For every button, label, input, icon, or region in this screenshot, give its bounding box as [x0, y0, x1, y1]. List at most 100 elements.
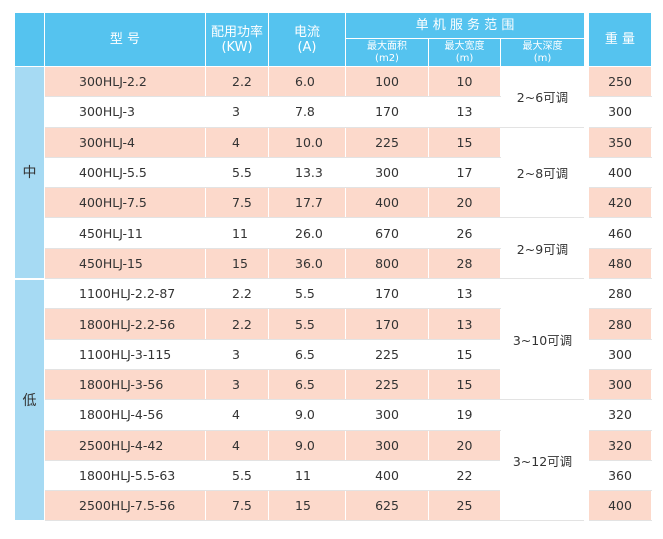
current-cell: 5.5 [268, 278, 346, 310]
weight-cell: 300 [584, 368, 652, 401]
model-cell: 300HLJ-3 [44, 96, 206, 128]
current-cell: 6.5 [268, 338, 346, 370]
area-cell: 170 [345, 278, 429, 310]
weight-cell: 320 [584, 399, 652, 431]
corner [14, 12, 45, 67]
area-cell: 100 [345, 65, 429, 98]
width-cell: 19 [428, 399, 501, 431]
depth-cell: 3~10可调 [500, 278, 587, 401]
area-cell: 300 [345, 429, 429, 461]
width-cell: 25 [428, 490, 501, 522]
table-row: 300HLJ-3 3 7.8 170 13 300 [15, 96, 652, 128]
table-row: 450HLJ-15 15 36.0 800 28 480 [15, 247, 652, 280]
width-cell: 15 [428, 126, 501, 158]
header-area: 最大面积 (m2) [345, 38, 429, 67]
model-cell: 450HLJ-15 [44, 247, 206, 280]
width-cell: 26 [428, 217, 501, 249]
model-cell: 1800HLJ-4-56 [44, 399, 206, 431]
weight-cell: 280 [584, 308, 652, 340]
power-cell: 4 [205, 399, 269, 431]
table-wrap: 型 号 配用功率 (KW) 电流 (A) 单 机 服 务 范 围 重 量 最大面… [14, 12, 652, 522]
table-row: 1800HLJ-3-56 3 6.5 225 15 300 [15, 368, 652, 401]
depth-cell: 2~9可调 [500, 217, 587, 280]
area-cell: 170 [345, 308, 429, 340]
power-cell: 11 [205, 217, 269, 249]
table-row: 300HLJ-4 4 10.0 225 15 2~8可调 350 [15, 126, 652, 219]
depth-cell: 2~6可调 [500, 66, 587, 128]
table-row: 2500HLJ-7.5-56 7.5 15 625 25 400 [15, 490, 652, 522]
width-cell: 22 [428, 459, 501, 492]
width-cell: 13 [428, 278, 501, 310]
power-cell: 2.2 [205, 278, 269, 310]
model-cell: 400HLJ-5.5 [44, 156, 206, 189]
table-row: 450HLJ-11 11 26.0 670 26 2~9可调 460 [15, 217, 652, 280]
model-cell: 400HLJ-7.5 [44, 187, 206, 219]
width-cell: 15 [428, 338, 501, 370]
model-cell: 300HLJ-4 [44, 126, 206, 158]
power-cell: 5.5 [205, 156, 269, 189]
group-label: 中 [14, 65, 45, 280]
table-row: 1800HLJ-2.2-56 2.2 5.5 170 13 280 [15, 308, 652, 340]
area-cell: 670 [345, 217, 429, 249]
width-cell: 10 [428, 65, 501, 98]
model-cell: 1800HLJ-3-56 [44, 368, 206, 401]
weight-cell: 400 [584, 156, 652, 189]
power-cell: 2.2 [205, 308, 269, 340]
header-depth: 最大深度 (m) [500, 38, 587, 67]
width-cell: 13 [428, 96, 501, 128]
width-cell: 17 [428, 156, 501, 189]
power-cell: 7.5 [205, 187, 269, 219]
model-cell: 300HLJ-2.2 [44, 65, 206, 98]
width-cell: 28 [428, 247, 501, 280]
header-current: 电流 (A) [268, 12, 346, 67]
model-cell: 1100HLJ-2.2-87 [44, 278, 206, 310]
area-cell: 170 [345, 96, 429, 128]
header-power: 配用功率 (KW) [205, 12, 269, 67]
area-cell: 300 [345, 156, 429, 189]
current-cell: 6.5 [268, 368, 346, 401]
model-cell: 450HLJ-11 [44, 217, 206, 249]
weight-cell: 360 [584, 459, 652, 492]
power-cell: 15 [205, 247, 269, 280]
depth-cell: 2~8可调 [500, 126, 587, 219]
width-cell: 15 [428, 368, 501, 401]
area-cell: 625 [345, 490, 429, 522]
width-cell: 20 [428, 429, 501, 461]
area-cell: 800 [345, 247, 429, 280]
current-cell: 26.0 [268, 217, 346, 249]
weight-cell: 460 [584, 217, 652, 249]
weight-cell: 420 [584, 187, 652, 219]
weight-cell: 350 [584, 126, 652, 158]
current-cell: 36.0 [268, 247, 346, 280]
power-cell: 2.2 [205, 65, 269, 98]
area-cell: 300 [345, 399, 429, 431]
header-service: 单 机 服 务 范 围 [345, 12, 587, 39]
table-body: 中 300HLJ-2.2 2.2 6.0 100 10 2~6可调 250 300HLJ-3 3 7… [14, 65, 652, 522]
header-weight: 重 量 [584, 12, 652, 67]
current-cell: 9.0 [268, 399, 346, 431]
current-cell: 5.5 [268, 308, 346, 340]
current-cell: 13.3 [268, 156, 346, 189]
width-cell: 20 [428, 187, 501, 219]
power-cell: 7.5 [205, 490, 269, 522]
power-cell: 3 [205, 338, 269, 370]
weight-cell: 400 [584, 490, 652, 522]
table-row: 中 300HLJ-2.2 2.2 6.0 100 10 2~6可调 250 [14, 65, 652, 280]
model-cell: 1800HLJ-5.5-63 [44, 459, 206, 492]
area-cell: 225 [345, 368, 429, 401]
weight-cell: 250 [584, 65, 652, 98]
model-cell: 1100HLJ-3-115 [44, 338, 206, 370]
area-cell: 400 [345, 459, 429, 492]
model-cell: 1800HLJ-2.2-56 [44, 308, 206, 340]
current-cell: 15 [268, 490, 346, 522]
table-row: 低 1100HLJ-2.2-87 2.2 5.5 170 13 3~10可调 280 [14, 278, 652, 522]
power-cell: 4 [205, 429, 269, 461]
spec-table: 型 号 配用功率 (KW) 电流 (A) 单 机 服 务 范 围 重 量 最大面… [14, 12, 652, 522]
current-cell: 9.0 [268, 429, 346, 461]
table-row: 2500HLJ-4-42 4 9.0 300 20 320 [15, 429, 652, 461]
table-row: 1100HLJ-3-115 3 6.5 225 15 300 [15, 338, 652, 370]
table-row: 1800HLJ-4-56 4 9.0 300 19 3~12可调 320 [15, 399, 652, 522]
current-cell: 7.8 [268, 96, 346, 128]
group-label: 低 [14, 278, 45, 522]
